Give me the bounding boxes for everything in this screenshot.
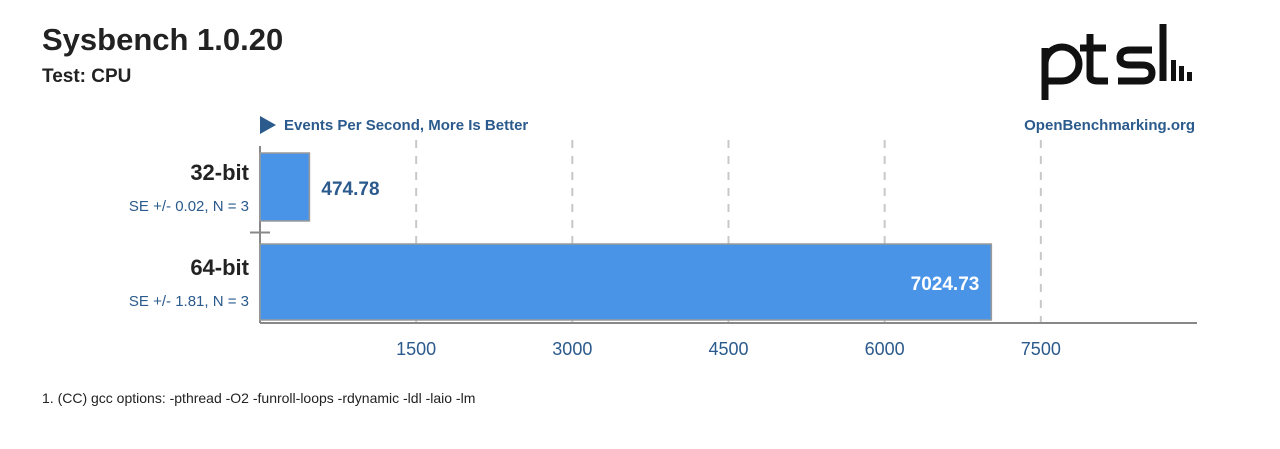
x-tick-label: 1500 [396,339,436,359]
x-tick-label: 6000 [865,339,905,359]
category-label: 32-bit [190,160,249,185]
pts-logo-icon [1041,24,1192,100]
x-tick-label: 4500 [708,339,748,359]
value-label: 7024.73 [911,274,980,295]
value-label: 474.78 [321,179,379,200]
chart-subtitle: Test: CPU [42,66,132,87]
category-label: 64-bit [190,255,249,280]
bar-32-bit [259,152,311,222]
play-triangle-icon [260,116,276,134]
error-label: SE +/- 0.02, N = 3 [129,198,249,215]
chart-legend: Events Per Second, More Is Better [258,114,528,136]
chart-title: Sysbench 1.0.20 [42,22,284,57]
x-tick-label: 7500 [1021,339,1061,359]
x-tick-label: 3000 [552,339,592,359]
legend-label: Events Per Second, More Is Better [284,116,529,134]
source-link[interactable]: OpenBenchmarking.org [1024,117,1195,134]
bar-64-bit [259,243,993,321]
footnote: 1. (CC) gcc options: -pthread -O2 -funro… [42,390,476,406]
error-label: SE +/- 1.81, N = 3 [129,293,249,310]
